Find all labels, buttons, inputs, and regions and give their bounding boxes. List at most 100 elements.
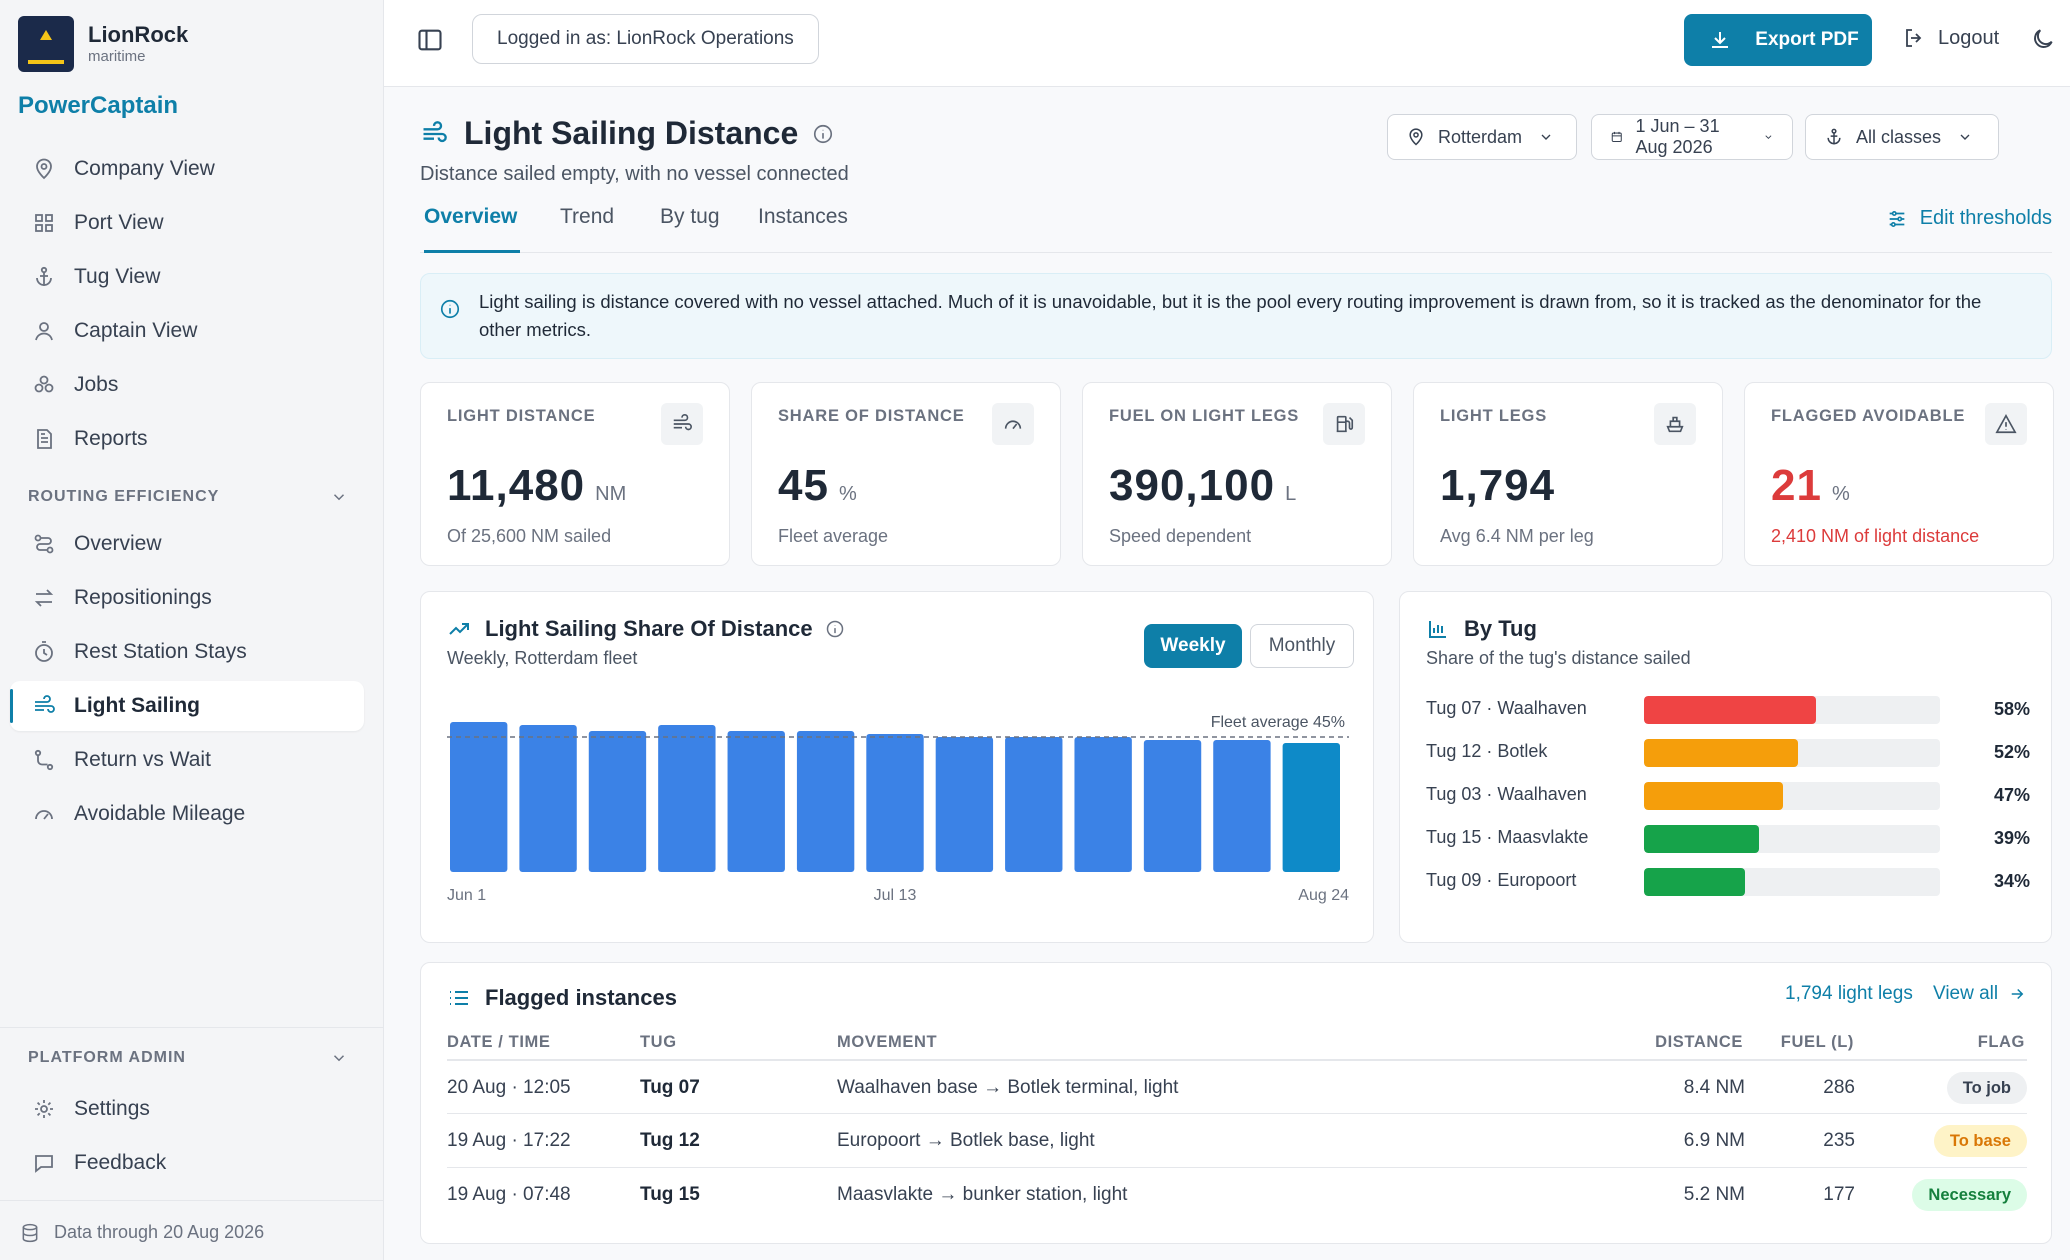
tug-share-value: 34% [1993,871,2030,891]
fuel-icon [1323,403,1365,445]
route-icon [34,534,54,554]
page-title: Light Sailing Distance [464,115,799,151]
nav-jobs[interactable]: Jobs [10,360,364,410]
product-name: PowerCaptain [18,92,179,119]
info-icon[interactable] [825,619,845,639]
routing-efficiency-section[interactable]: ROUTING EFFICIENCY [28,488,348,506]
timer-icon [35,641,53,662]
nav-label: Tug View [74,265,161,288]
wind-icon [35,695,55,713]
nav-repositionings[interactable]: Repositionings [10,573,364,623]
tug-row[interactable]: Tug 07 · Waalhaven 58% [1426,694,2030,726]
nav-port-view[interactable]: Port View [10,198,364,248]
sidebar-toggle-button[interactable] [416,26,444,54]
tug-share-track [1644,739,1940,767]
table-row[interactable]: 19 Aug · 07:48 Tug 15 Maasvlakte → bunke… [447,1167,2027,1221]
tug-name: Tug 09 · Europoort [1426,870,1577,890]
nav-light-sailing[interactable]: Light Sailing [10,681,364,731]
chart-bar[interactable] [1143,740,1202,872]
tug-row[interactable]: Tug 15 · Maasvlakte 39% [1426,823,2030,855]
nav-overview[interactable]: Overview [10,519,364,569]
database-icon [22,1223,38,1242]
chart-bar[interactable] [519,725,577,872]
edit-thresholds-button[interactable]: Edit thresholds [1886,207,2052,230]
monthly-toggle[interactable]: Monthly [1250,624,1354,668]
tug-name: Tug 07 · Waalhaven [1426,698,1587,718]
gauge-icon [35,810,53,820]
view-all-link[interactable]: View all [1933,983,2026,1005]
col-tug: TUG [640,1033,677,1051]
tug-row[interactable]: Tug 03 · Waalhaven 47% [1426,780,2030,812]
flag-badge: Necessary [1912,1179,2027,1211]
chart-bar[interactable] [450,722,508,872]
tab-bar: Overview Trend By tug Instances Edit thr… [420,205,2052,253]
port-filter[interactable]: Rotterdam [1387,114,1577,160]
chart-bar[interactable] [935,737,994,872]
weekly-toggle[interactable]: Weekly [1144,624,1242,668]
chart-bar[interactable] [1005,737,1063,872]
chart-bar[interactable] [658,725,716,872]
chart-bar[interactable] [1213,740,1271,872]
table-row[interactable]: 20 Aug · 12:05 Tug 07 Waalhaven base → B… [447,1059,2027,1113]
return-icon [34,749,54,771]
tab-by-tug[interactable]: By tug [660,205,720,228]
chart-bar[interactable] [866,734,924,872]
nav-settings[interactable]: Settings [10,1084,364,1134]
grid-icon [35,214,53,232]
panel-left-icon [418,29,442,51]
tab-trend[interactable]: Trend [560,205,615,228]
tug-share-value: 58% [1993,699,2030,719]
nav-avoidable-mileage[interactable]: Avoidable Mileage [10,789,364,839]
tug-share-bar [1644,868,1745,896]
class-filter-value: All classes [1856,126,1942,147]
kpi-flagged-avoidable: FLAGGED AVOIDABLE 21% 2,410 NM of light … [1744,382,2054,566]
platform-admin-section[interactable]: PLATFORM ADMIN [28,1049,348,1067]
tug-share-track [1644,868,1940,896]
theme-toggle-button[interactable] [2030,26,2056,52]
share-chart-subtitle: Weekly, Rotterdam fleet [447,648,638,668]
data-through-label: Data through 20 Aug 2026 [54,1222,265,1242]
chart-bar[interactable] [1074,737,1132,872]
brand[interactable]: LionRock maritime [18,16,188,72]
nav-captain-view[interactable]: Captain View [10,306,364,356]
tab-overview[interactable]: Overview [424,205,520,253]
class-filter[interactable]: All classes [1805,114,1999,160]
download-icon [1712,32,1728,48]
tab-instances[interactable]: Instances [758,205,848,228]
tug-share-bar [1644,739,1798,767]
file-icon [37,429,52,449]
date-range-filter[interactable]: 1 Jun – 31 Aug 2026 [1591,114,1793,160]
tug-row[interactable]: Tug 09 · Europoort 34% [1426,866,2030,898]
logout-button[interactable]: Logout [1902,26,1999,50]
table-row[interactable]: 19 Aug · 17:22 Tug 12 Europoort → Botlek… [447,1113,2027,1167]
col-date: DATE / TIME [447,1033,551,1051]
brand-sub: maritime [88,48,146,65]
nav-reports[interactable]: Reports [10,414,364,464]
chart-bar[interactable] [1282,743,1340,872]
nav-company-view[interactable]: Company View [10,144,364,194]
col-flag: FLAG [1977,1033,2025,1051]
export-pdf-button[interactable]: Export PDF [1684,14,1872,66]
cell-distance: 8.4 NM [1683,1077,1745,1098]
kpi-light-distance: LIGHT DISTANCE 11,480 NM Of 25,600 NM sai… [420,382,730,566]
info-icon[interactable] [812,123,834,145]
nav-return-vs-wait[interactable]: Return vs Wait [10,735,364,785]
nav-label: Reports [74,427,148,450]
chart-bar[interactable] [588,731,647,872]
nav-feedback[interactable]: Feedback [10,1138,364,1188]
tug-share-bar [1644,782,1784,810]
chart-bar[interactable] [796,731,855,872]
light-legs-link[interactable]: 1,794 light legs [1785,983,1913,1004]
trending-up-icon [449,623,469,635]
nav-tug-view[interactable]: Tug View [10,252,364,302]
col-distance: DISTANCE [1655,1033,1743,1051]
user-icon [35,322,53,341]
kpi-value: 21 [1771,461,1822,510]
nav-rest-station-stays[interactable]: Rest Station Stays [10,627,364,677]
tug-row[interactable]: Tug 12 · Botlek 52% [1426,737,2030,769]
flagged-header: Flagged instances [447,985,677,1011]
chart-bar[interactable] [727,731,785,872]
warning-icon [1985,403,2027,445]
x-tick-label: Jun 1 [447,887,486,904]
boxes-icon [34,375,54,393]
